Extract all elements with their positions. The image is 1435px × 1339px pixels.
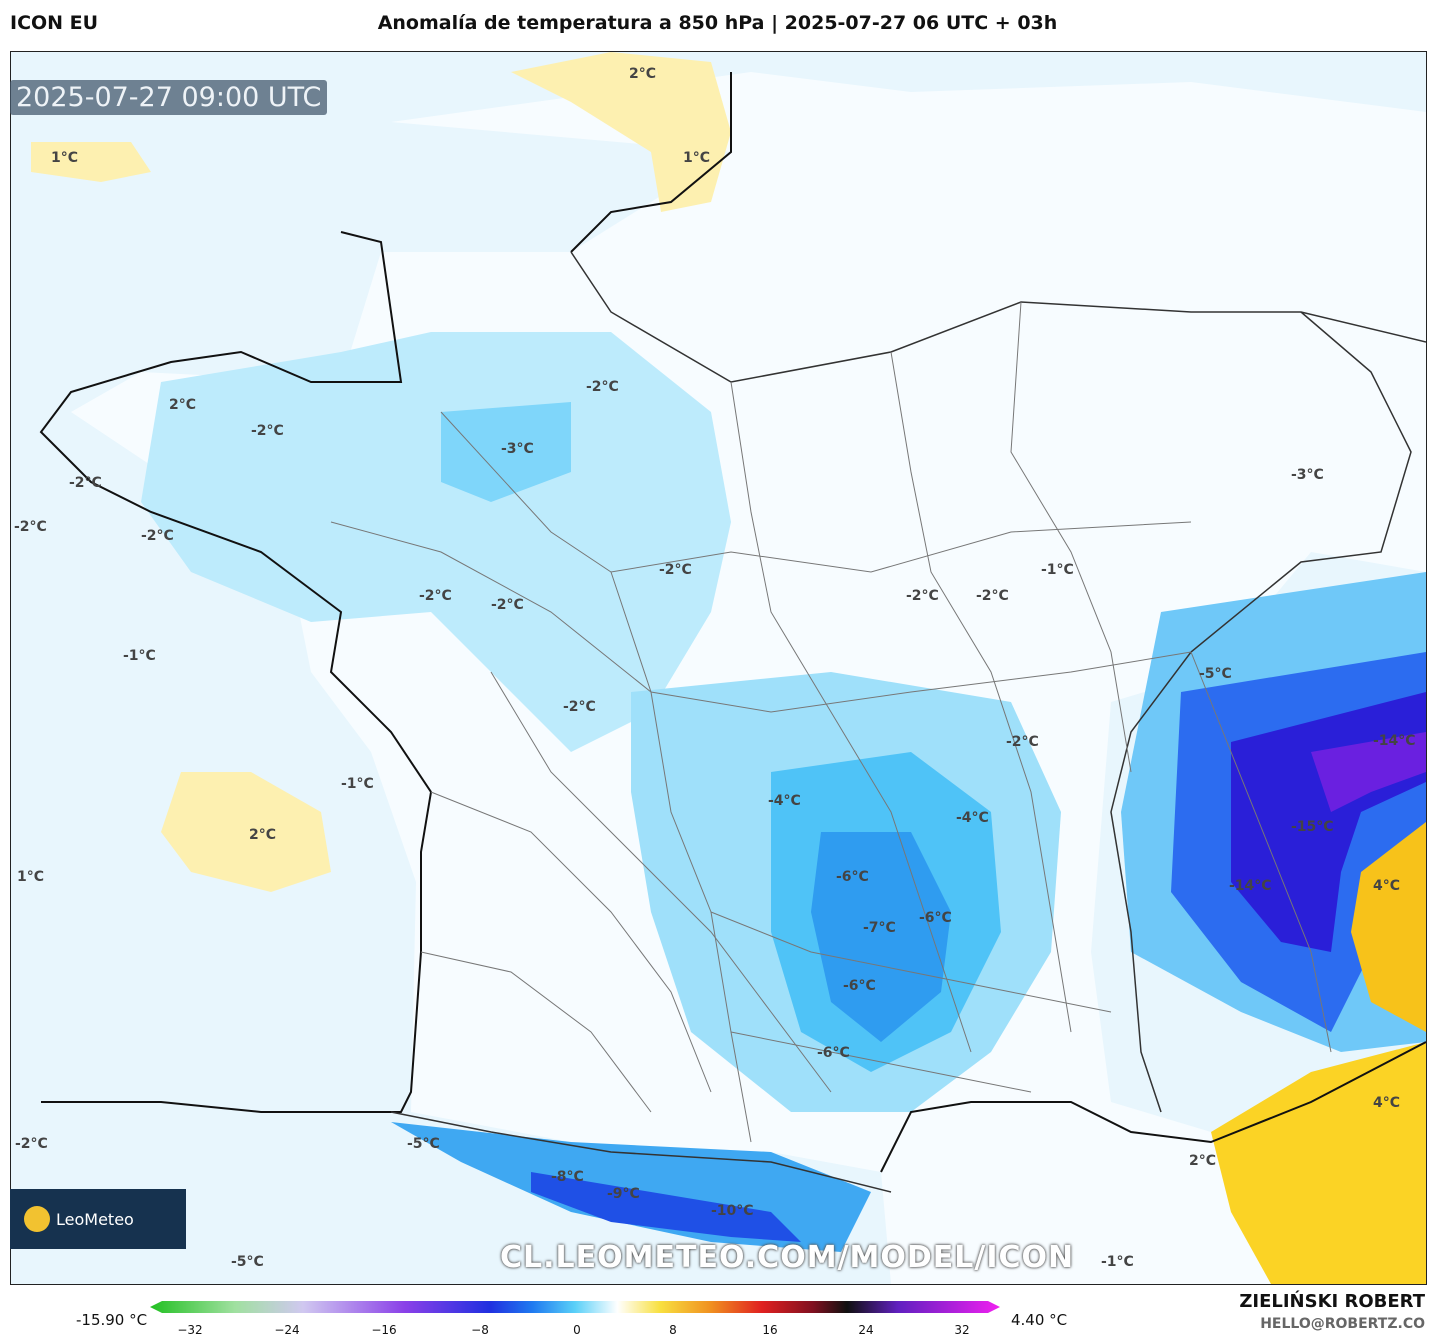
valid-time-stamp: 2025-07-27 09:00 UTC (10, 80, 328, 115)
contour-label: 1°C (683, 150, 711, 166)
contour-label: 2°C (249, 827, 277, 843)
colorbar (150, 1301, 1000, 1313)
contour-label: 4°C (1373, 1095, 1401, 1111)
contour-label: -8°C (551, 1169, 584, 1185)
sun-icon (24, 1206, 50, 1232)
chart-title: Anomalía de temperatura a 850 hPa | 2025… (377, 12, 1058, 34)
border-north (570, 251, 1426, 383)
warm-zone-italy (1351, 822, 1426, 1032)
contour-label: 1°C (51, 150, 79, 166)
colorbar-tick: −16 (371, 1323, 397, 1337)
cold-core-alps (1311, 732, 1426, 812)
contour-label: 2°C (169, 397, 197, 413)
contour-label: -1°C (123, 648, 156, 664)
colorbar-max-label: 4.40 °C (1011, 1311, 1068, 1329)
contour-label: -1°C (341, 776, 374, 792)
contour-label: -2°C (15, 1136, 48, 1152)
warm-zone-mediterranean (1211, 1042, 1426, 1284)
author-email: HELLO@ROBERTZ.CO (1260, 1316, 1425, 1332)
contour-label: -4°C (956, 810, 989, 826)
warm-zone-atlantic (161, 772, 331, 892)
contour-label: -9°C (607, 1186, 640, 1202)
contour-label: -5°C (407, 1136, 440, 1152)
warm-zone-england (31, 142, 151, 182)
contour-label: -2°C (563, 699, 596, 715)
contour-label: -7°C (863, 920, 896, 936)
contour-label: -5°C (1199, 666, 1232, 682)
contour-label: -2°C (69, 475, 102, 491)
contour-label: 4°C (1373, 878, 1401, 894)
cold-core-pyrenees (531, 1172, 801, 1242)
contour-label: -2°C (419, 588, 452, 604)
contour-label: -1°C (1101, 1254, 1134, 1270)
colorbar-tick: 0 (573, 1323, 581, 1337)
contour-label: -6°C (843, 978, 876, 994)
contour-label: -2°C (491, 597, 524, 613)
author-name: ZIELIŃSKI ROBERT (1239, 1291, 1425, 1312)
colorbar-min-label: -15.90 °C (76, 1311, 148, 1329)
cold-zone-north (441, 402, 571, 502)
model-name: ICON EU (10, 12, 99, 34)
contour-label: -10°C (711, 1203, 754, 1219)
contour-label: 2°C (629, 66, 657, 82)
warm-zone-channel (511, 52, 731, 212)
cold-core-massif (811, 832, 951, 1042)
contour-label: -2°C (976, 588, 1009, 604)
contour-label: -6°C (817, 1045, 850, 1061)
contour-label: -4°C (768, 793, 801, 809)
contour-label: -3°C (501, 441, 534, 457)
contour-label: -14°C (1373, 733, 1416, 749)
contour-label: -14°C (1229, 878, 1272, 894)
map-canvas (11, 52, 1426, 1284)
contour-label: -2°C (906, 588, 939, 604)
colorbar-tick: 24 (858, 1323, 874, 1337)
contour-label: -6°C (836, 869, 869, 885)
contour-label: -2°C (586, 379, 619, 395)
contour-label: -5°C (231, 1254, 264, 1270)
contour-label: -6°C (919, 910, 952, 926)
contour-label: -2°C (1006, 734, 1039, 750)
colorbar-tick: 8 (669, 1323, 677, 1337)
contour-label: -2°C (14, 519, 47, 535)
contour-label: -3°C (1291, 467, 1324, 483)
contour-label: 1°C (17, 869, 45, 885)
contour-label: -2°C (659, 562, 692, 578)
coastline-channel (570, 72, 732, 253)
contour-label: 2°C (1189, 1153, 1217, 1169)
contour-label: -1°C (1041, 562, 1074, 578)
coastline-mediterranean (880, 1041, 1426, 1173)
colorbar-tick: −24 (274, 1323, 300, 1337)
colorbar-tick: 32 (954, 1323, 970, 1337)
colorbar-tick: −8 (471, 1323, 489, 1337)
colorbar-tick: 16 (762, 1323, 778, 1337)
colorbar-tick: −32 (177, 1323, 203, 1337)
department-borders (330, 301, 1332, 1143)
contour-label: -2°C (141, 528, 174, 544)
contour-label: -15°C (1291, 819, 1334, 835)
cold-zone-west (141, 332, 731, 752)
logo-text: LeoMeteo (56, 1209, 134, 1229)
temperature-anomaly-map: 2°C 1°C 1°C 2°C -2°C -2°C -3°C -2°C -2°C… (10, 51, 1427, 1285)
url-watermark: CL.LEOMETEO.COM/MODEL/ICON (500, 1240, 1075, 1275)
leometeo-logo: LeoMeteo (10, 1189, 186, 1249)
contour-label: -2°C (251, 423, 284, 439)
coastline-atlantic (39, 231, 433, 1113)
border-spain (390, 1111, 892, 1193)
